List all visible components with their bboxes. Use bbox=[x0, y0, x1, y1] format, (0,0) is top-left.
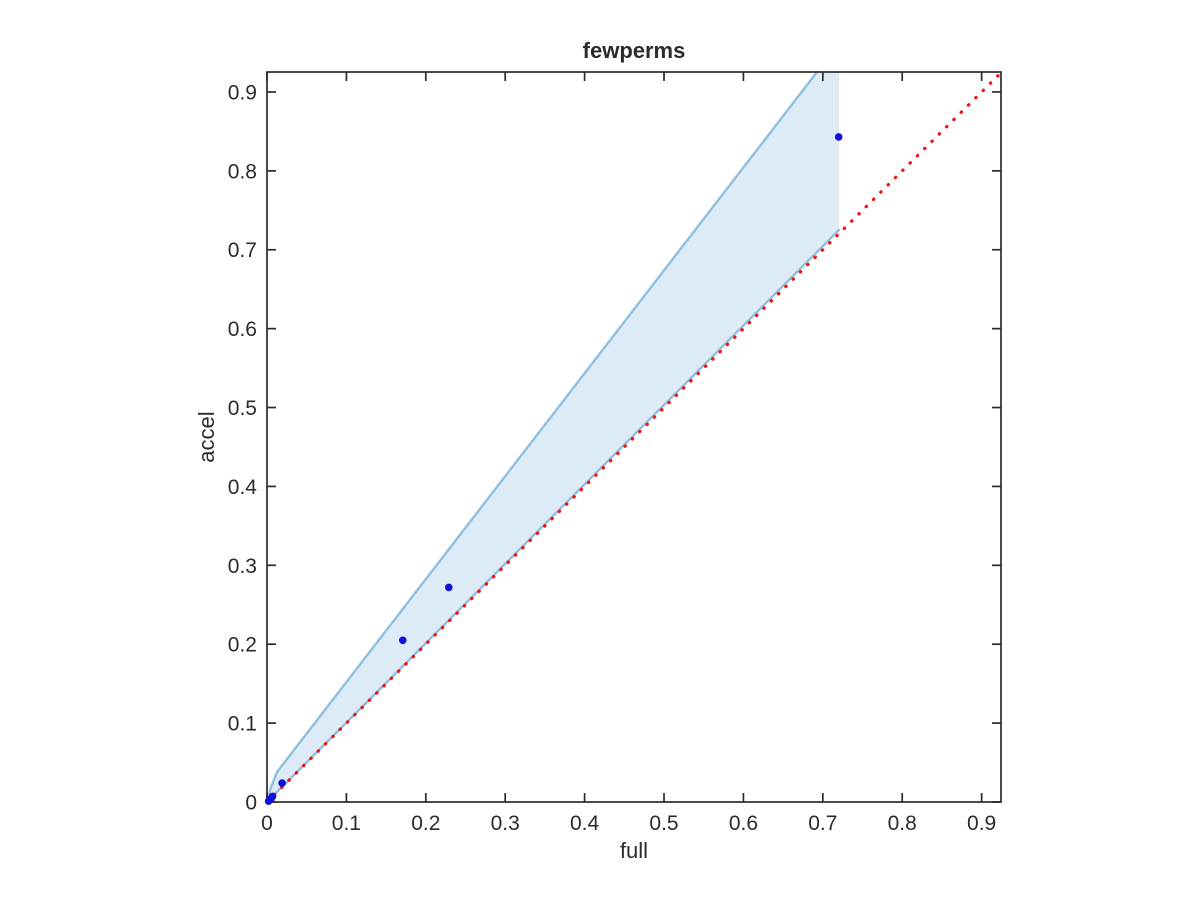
chart-title: fewperms bbox=[583, 38, 686, 63]
y-tick-label: 0.1 bbox=[228, 713, 257, 736]
band-lower-edge bbox=[265, 228, 841, 804]
x-tick-label: 0.4 bbox=[570, 812, 600, 835]
x-tick-label: 0.1 bbox=[332, 812, 361, 835]
x-tick-label: 0.3 bbox=[491, 812, 520, 835]
identity-line bbox=[265, 71, 1003, 804]
confidence-band bbox=[265, 70, 841, 804]
x-tick-label: 0.6 bbox=[729, 812, 758, 835]
y-tick-label: 0.7 bbox=[228, 239, 257, 262]
x-tick-label: 0.2 bbox=[411, 812, 440, 835]
data-points bbox=[264, 133, 843, 806]
x-tick-label: 0.7 bbox=[808, 812, 837, 835]
axes-frame bbox=[266, 71, 1002, 803]
tick-labels: 0 0.1 0.2 0.3 0.4 0.5 0.6 0.7 0.8 0.9 0 0.1 0.2 0.3 0.… bbox=[228, 81, 996, 835]
scatter-point bbox=[278, 779, 286, 787]
scatter-point bbox=[834, 133, 843, 141]
scatter-point bbox=[268, 792, 277, 801]
x-tick-label: 0.9 bbox=[967, 812, 996, 835]
x-tick-label: 0 bbox=[261, 812, 273, 835]
scatter-point bbox=[445, 583, 453, 592]
y-tick-label: 0.2 bbox=[228, 634, 257, 657]
axes-box bbox=[266, 71, 1002, 803]
y-axis-label: accel bbox=[194, 411, 219, 462]
y-tick-label: 0.4 bbox=[228, 476, 258, 499]
x-tick-label: 0.8 bbox=[888, 812, 917, 835]
x-tick-label: 0.5 bbox=[649, 812, 678, 835]
x-axis-label: full bbox=[620, 838, 648, 863]
y-tick-label: 0.8 bbox=[228, 160, 257, 183]
y-tick-label: 0.6 bbox=[228, 318, 257, 341]
identity-dotted-line bbox=[265, 71, 1003, 804]
y-tick-label: 0 bbox=[245, 792, 257, 815]
band-fill bbox=[267, 72, 840, 802]
y-tick-label: 0.9 bbox=[228, 81, 257, 104]
scatter-point bbox=[398, 636, 407, 645]
y-tick-label: 0.3 bbox=[228, 555, 257, 578]
y-tick-label: 0.5 bbox=[228, 397, 257, 420]
